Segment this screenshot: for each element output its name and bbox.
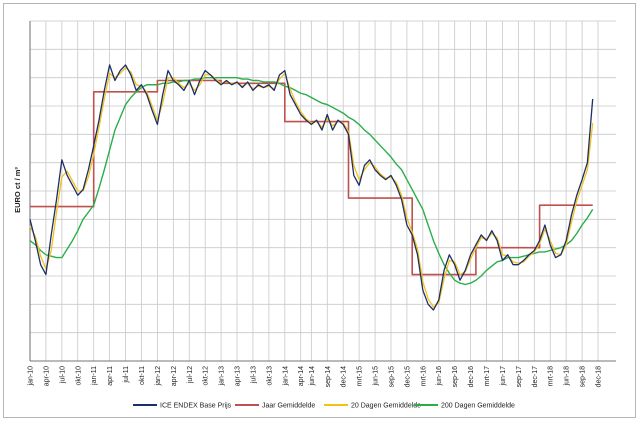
x-tick-label: dec-16: [468, 366, 475, 388]
x-tick-label: sep-14: [325, 366, 332, 388]
x-tick-label: jun-17: [500, 366, 507, 387]
x-tick-label: apr-10: [43, 366, 50, 386]
x-tick-label: jan-14: [282, 366, 289, 387]
x-tick-label: sep-18: [580, 366, 587, 388]
x-tick-label: jan-13: [219, 366, 226, 387]
x-tick-label: jun-16: [436, 366, 443, 387]
x-tick-label: sep-16: [452, 366, 459, 388]
x-tick-label: mrt-15: [357, 366, 364, 386]
x-tick-label: mrt-17: [484, 366, 491, 386]
legend-label: 200 Dagen Gemiddelde: [441, 403, 515, 410]
x-tick-label: jun-18: [564, 366, 571, 387]
x-tick-label: jul-11: [123, 366, 130, 384]
x-tick-label: dec-15: [404, 366, 411, 388]
series-line: [29, 76, 594, 286]
x-tick-label: dec-14: [341, 366, 348, 388]
x-tick-label: sep-15: [388, 366, 395, 388]
x-tick-label: jan-12: [155, 366, 162, 387]
x-tick-label: jun-14: [309, 366, 316, 387]
x-tick-label: apr-13: [235, 366, 242, 386]
legend-label: Jaar Gemiddelde: [262, 403, 315, 410]
x-tick-label: okt-12: [203, 366, 210, 386]
x-tick-label: apr-12: [171, 366, 178, 386]
legend-label: 20 Dagen Gemiddelde: [351, 403, 421, 410]
x-tick-label: apr-14: [298, 366, 305, 386]
x-tick-label: jul-13: [250, 366, 257, 384]
x-tick-label: apr-11: [107, 366, 114, 386]
x-tick-label: dec-18: [596, 366, 603, 388]
x-tick-label: okt-13: [266, 366, 273, 386]
x-tick-label: dec-17: [532, 366, 539, 388]
x-tick-label: jul-10: [59, 366, 66, 384]
series-line: [29, 64, 594, 311]
x-tick-label: mrt-18: [548, 366, 555, 386]
series-line: [29, 67, 594, 308]
x-tick-label: jun-15: [373, 366, 380, 387]
x-tick-label: jul-12: [187, 366, 194, 384]
x-tick-label: mrt-16: [420, 366, 427, 386]
legend-label: ICE ENDEX Base Prijs: [160, 403, 232, 410]
chart-frame: [3, 3, 636, 418]
x-tick-label: sep-17: [516, 366, 523, 388]
x-tick-label: okt-10: [75, 366, 82, 386]
x-tick-label: jan-10: [28, 366, 35, 387]
series-line: [30, 79, 593, 276]
x-tick-label: jan-11: [91, 366, 98, 386]
x-tick-label: okt-11: [139, 366, 146, 385]
y-axis-label: EURO ct / m³: [13, 167, 22, 213]
